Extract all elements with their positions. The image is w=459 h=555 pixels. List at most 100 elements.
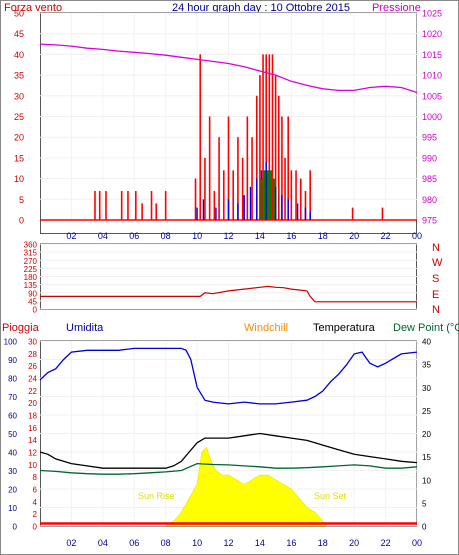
panel3-x-tick: 12 [223, 538, 233, 548]
panel1-right-tick: 995 [422, 133, 437, 143]
panel2-left-tick: 90 [28, 289, 37, 298]
panel3-rain-tick: 20 [28, 399, 37, 408]
panel2-left-tick: 180 [24, 273, 38, 282]
panel3-rain-tick: 14 [28, 436, 37, 445]
panel1-left-tick: 5 [19, 195, 24, 205]
panel3-humidity-tick: 10 [8, 504, 17, 513]
panel3-humidity-tick: 30 [8, 467, 17, 476]
panel3-temperature-tick: 0 [422, 523, 427, 532]
pressure-label: Pressione [372, 2, 421, 14]
panel2-left-tick: 315 [24, 249, 38, 258]
panel1-x-tick: 06 [129, 231, 139, 241]
panel2-left-tick: 225 [24, 265, 38, 274]
panel1-left-tick: 20 [14, 133, 24, 143]
panel2-data [40, 285, 417, 303]
temperature-label: Temperatura [313, 322, 376, 334]
panel1-x-tick: 04 [98, 231, 108, 241]
dir-label-e: E [432, 289, 439, 301]
panel3-rain-tick: 10 [28, 461, 37, 470]
panel3-rain-tick: 26 [28, 362, 37, 371]
panel3-temperature-tick: 20 [422, 430, 431, 439]
panel3-rain-tick: 30 [28, 338, 37, 347]
panel3-humidity-tick: 40 [8, 449, 17, 458]
humidity-label: Umidita [66, 322, 104, 334]
panel1-x-tick: 20 [349, 231, 359, 241]
panel3-temperature-tick: 35 [422, 361, 431, 370]
panel3-temperature-tick: 15 [422, 453, 431, 462]
panel1-x-tick: 00 [412, 231, 422, 241]
panel3-x-tick: 10 [192, 538, 202, 548]
panel2-direction-labels: N W S E N [432, 242, 443, 316]
panel3-x-tick: 00 [412, 538, 422, 548]
panel3-x-ticks: 02 04 06 08 10 12 14 16 18 20 22 00 [66, 538, 422, 548]
panel1-left-tick: 50 [14, 9, 24, 19]
panel1-x-tick: 10 [192, 231, 202, 241]
pressure-line [39, 43, 418, 94]
panel3-humidity-tick: 20 [8, 486, 17, 495]
panel2-left-tick: 360 [24, 241, 38, 250]
panel1-right-tick: 1005 [422, 91, 442, 101]
panel1-left-tick: 30 [14, 91, 24, 101]
panel1-x-tick: 18 [318, 231, 328, 241]
panel2-grid [40, 243, 417, 310]
humidity-line [39, 347, 418, 405]
panel3-temperature-tick: 5 [422, 499, 427, 508]
panel3-rain-tick: 18 [28, 412, 37, 421]
panel2-left-tick: 0 [33, 306, 38, 315]
panel1-x-tick: 16 [286, 231, 296, 241]
panel1-right-tick: 975 [422, 216, 437, 226]
wind-speed-label: Forza vento [4, 2, 62, 14]
chart-title: 24 hour graph day : 10 Ottobre 2015 [172, 2, 350, 14]
panel3-data [39, 347, 418, 527]
rain-label: Pioggia [2, 322, 40, 334]
panel3-humidity-tick: 90 [8, 356, 17, 365]
panel3-rain-tick: 24 [28, 375, 37, 384]
panel1-right-tick: 1015 [422, 50, 442, 60]
panel1-data [39, 43, 418, 221]
panel3-humidity-tick: 50 [8, 430, 17, 439]
panel1-right-tick: 1010 [422, 71, 442, 81]
panel1-x-tick: 14 [255, 231, 265, 241]
panel3-rain-tick: 2 [33, 510, 38, 519]
panel3-rain-tick: 22 [28, 387, 37, 396]
panel3-rain-tick: 8 [33, 473, 38, 482]
panel3-humidity-tick: 60 [8, 412, 17, 421]
panel2-left-tick: 45 [28, 297, 37, 306]
panel3-rain-tick: 16 [28, 424, 37, 433]
panel3-temperature-tick: 25 [422, 407, 431, 416]
dew-point-label: Dew Point (°C [393, 322, 459, 334]
panel1-x-tick: 08 [161, 231, 171, 241]
panel3-rain-tick: 4 [33, 498, 38, 507]
solar-area [164, 446, 327, 527]
panel3-x-tick: 08 [161, 538, 171, 548]
panel1-left-tick: 35 [14, 71, 24, 81]
dew-point-line [39, 462, 418, 475]
panel3-humidity-ticks: 0 10 20 30 40 50 60 70 80 90 100 [4, 338, 18, 532]
panel1-left-tick: 0 [19, 216, 24, 226]
panel3-x-tick: 18 [318, 538, 328, 548]
panel1-left-tick: 15 [14, 153, 24, 163]
panel3-temperature-tick: 10 [422, 476, 431, 485]
panel3-temperature-tick: 40 [422, 338, 431, 347]
panel3-humidity-tick: 0 [13, 523, 18, 532]
panel1-left-ticks: 0 5 10 15 20 25 30 35 40 45 50 [14, 9, 24, 226]
panel3-x-tick: 14 [255, 538, 265, 548]
panel1-right-ticks: 975 980 985 990 995 1000 1005 1010 1015 1020 1025 [422, 9, 442, 226]
panel3-x-tick: 22 [381, 538, 391, 548]
panel1-right-tick: 1025 [422, 9, 442, 19]
dir-label-w: W [432, 257, 443, 269]
dir-label-n-bottom: N [432, 304, 440, 316]
panel2-left-tick: 135 [24, 281, 38, 290]
windchill-label: Windchill [244, 322, 288, 334]
sun-rise-label: Sun Rise [138, 491, 175, 501]
panel3-humidity-tick: 100 [4, 338, 18, 347]
panel3-rain-tick: 12 [28, 449, 37, 458]
panel3-humidity-tick: 80 [8, 375, 17, 384]
panel3-x-tick: 06 [129, 538, 139, 548]
panel1-left-tick: 25 [14, 112, 24, 122]
panel3-rain-tick: 6 [33, 486, 38, 495]
